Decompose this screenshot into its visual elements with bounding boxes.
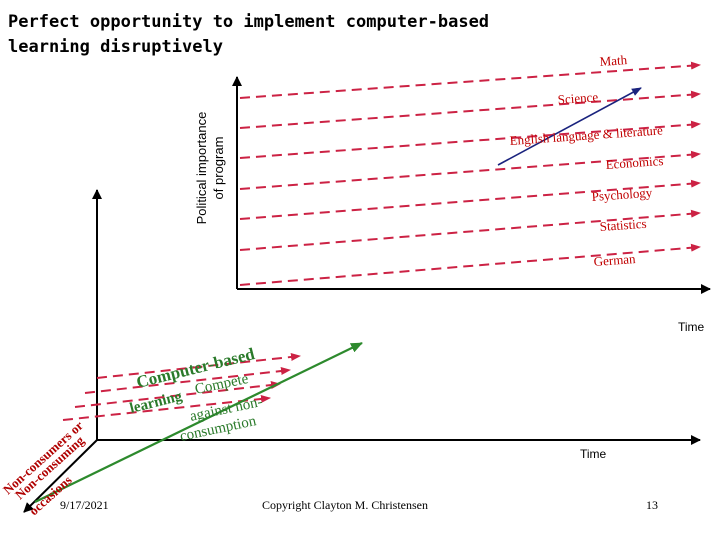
trajectory-economics bbox=[239, 150, 701, 190]
disruptive-trajectory bbox=[34, 342, 363, 503]
trajectory-math bbox=[239, 61, 701, 99]
sustaining-trend-line bbox=[497, 87, 642, 166]
program-label-science: Science bbox=[557, 89, 599, 107]
lower-trajectory-4 bbox=[62, 394, 271, 421]
program-label-psychology: Psychology bbox=[591, 185, 653, 204]
footer-date: 9/17/2021 bbox=[60, 498, 109, 512]
program-trajectories bbox=[239, 61, 701, 286]
slide-title: Perfect opportunity to implement compute… bbox=[8, 12, 490, 57]
y-axis-label: Political importance of program bbox=[194, 112, 226, 225]
lower-trajectory-2 bbox=[84, 367, 291, 394]
trajectory-science bbox=[239, 90, 701, 129]
trajectory-statistics bbox=[239, 209, 701, 251]
program-label-english: English language & literature bbox=[509, 122, 663, 148]
program-label-economics: Economics bbox=[605, 153, 664, 172]
program-labels: Math Science English language & literatu… bbox=[509, 52, 664, 269]
program-label-statistics: Statistics bbox=[599, 216, 647, 234]
time-label-lower: Time bbox=[580, 447, 607, 461]
footer-page-number: 13 bbox=[646, 498, 658, 512]
disruptive-label-line2: learning bbox=[128, 388, 184, 417]
trajectory-english bbox=[239, 120, 701, 159]
time-label-upper: Time bbox=[678, 320, 705, 334]
lower-trajectory-3 bbox=[74, 381, 281, 408]
svg-text:Political importance: Political importance bbox=[194, 112, 209, 225]
depth-axis bbox=[23, 439, 98, 513]
trajectory-psychology bbox=[239, 179, 701, 220]
lower-trajectory-1 bbox=[96, 352, 301, 379]
lower-trajectories bbox=[62, 352, 301, 421]
footer-copyright: Copyright Clayton M. Christensen bbox=[262, 498, 428, 512]
depth-axis-label-line1: Non-consumers or bbox=[0, 418, 86, 498]
program-label-german: German bbox=[593, 251, 636, 269]
svg-text:of program: of program bbox=[211, 137, 226, 200]
program-label-math: Math bbox=[599, 52, 628, 69]
trajectory-german bbox=[239, 243, 701, 286]
